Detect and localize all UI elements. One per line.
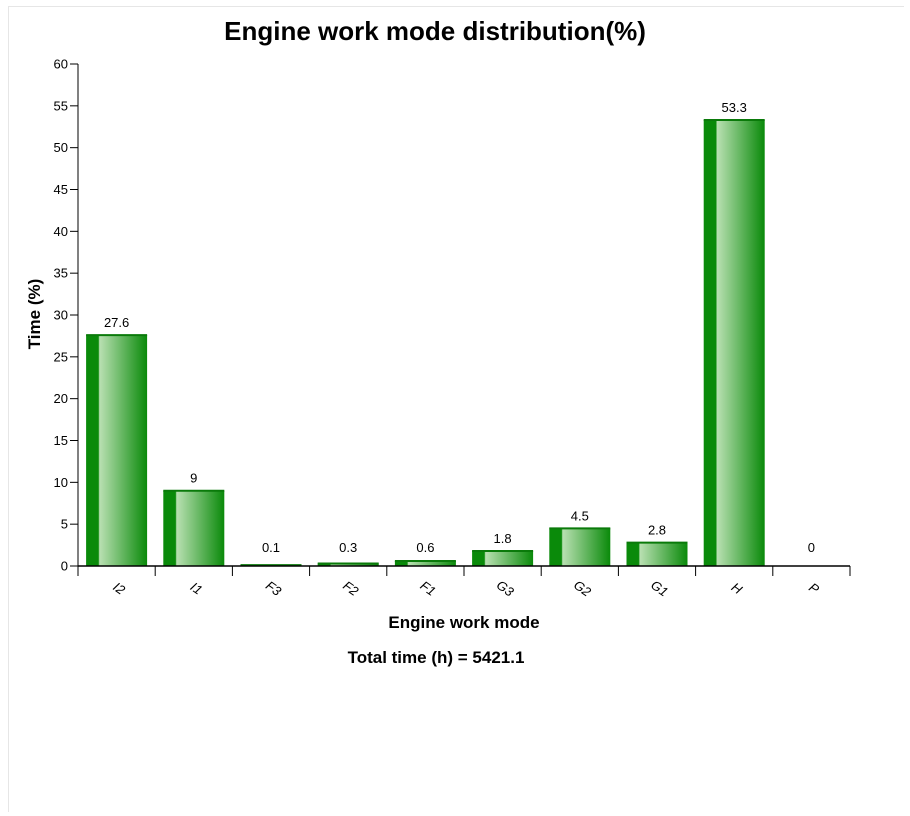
category-label-i2: I2 xyxy=(110,579,128,598)
category-label-f1: F1 xyxy=(417,578,438,599)
data-label-g3: 1.8 xyxy=(494,531,512,546)
data-label-p: 0 xyxy=(808,540,815,555)
category-label-h: H xyxy=(729,579,746,597)
category-label-f2: F2 xyxy=(340,578,362,599)
bar-g3 xyxy=(472,550,534,566)
y-tick-label: 25 xyxy=(54,349,68,364)
bar-f2 xyxy=(317,563,379,566)
y-tick-label: 30 xyxy=(54,308,68,323)
y-tick-label: 40 xyxy=(54,224,68,239)
bar-g2 xyxy=(549,528,611,566)
y-tick-label: 10 xyxy=(54,475,68,490)
bar-g1 xyxy=(626,542,688,566)
y-axis-ticks: 0 5 10 15 20 25 30 35 40 45 50 55 60 xyxy=(54,57,78,574)
y-tick-label: 20 xyxy=(54,391,68,406)
y-tick-label: 45 xyxy=(54,182,68,197)
x-axis-title: Engine work mode xyxy=(388,613,539,632)
total-time-label: Total time (h) = 5421.1 xyxy=(348,648,525,667)
bar-i2 xyxy=(86,335,148,566)
y-tick-label: 5 xyxy=(61,517,68,532)
bar-f1 xyxy=(394,560,456,566)
data-label-f2: 0.3 xyxy=(339,540,357,555)
bar-h xyxy=(703,120,765,566)
data-label-g2: 4.5 xyxy=(571,508,589,523)
bar-i1 xyxy=(163,490,225,566)
category-label-g1: G1 xyxy=(648,577,671,599)
y-tick-label: 50 xyxy=(54,140,68,155)
category-label-i1: I1 xyxy=(188,579,205,598)
data-label-f1: 0.6 xyxy=(416,540,434,555)
data-label-i1: 9 xyxy=(190,471,197,486)
y-tick-label: 55 xyxy=(54,98,68,113)
category-label-f3: F3 xyxy=(263,578,285,599)
data-label-g1: 2.8 xyxy=(648,523,666,538)
category-label-g3: G3 xyxy=(494,577,517,600)
category-label-p: P xyxy=(806,580,822,597)
chart-frame xyxy=(8,6,904,812)
chart-title: Engine work mode distribution(%) xyxy=(224,16,646,46)
data-label-i2: 27.6 xyxy=(104,315,129,330)
x-axis-ticks: I2 I1 F3 F2 F1 G3 G2 G1 H P xyxy=(77,566,851,600)
y-tick-label: 60 xyxy=(54,57,68,72)
y-tick-label: 35 xyxy=(54,266,68,281)
y-tick-label: 0 xyxy=(61,559,68,574)
data-label-f3: 0.1 xyxy=(262,540,280,555)
category-label-g2: G2 xyxy=(571,577,594,600)
y-axis-title: Time (%) xyxy=(25,279,44,350)
bars-group: 27.6 9 0.1 0.3 0.6 1.8 4.5 2.8 53.3 0 xyxy=(86,100,815,567)
y-tick-label: 15 xyxy=(54,433,68,448)
data-label-h: 53.3 xyxy=(722,100,747,115)
